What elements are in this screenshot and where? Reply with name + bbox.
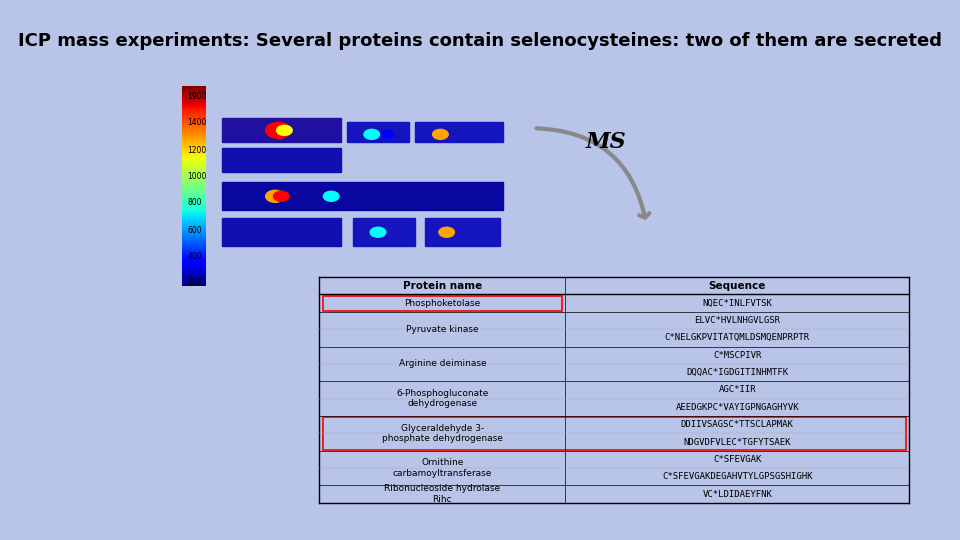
Circle shape <box>433 130 448 139</box>
Text: Sequence: Sequence <box>708 281 766 291</box>
Bar <box>416 123 503 143</box>
Text: C*SFEVGAKDEGAHVTYLGPSGSHIGHK: C*SFEVGAKDEGAHVTYLGPSGSHIGHK <box>662 472 812 481</box>
Text: 600: 600 <box>187 226 202 235</box>
Text: MS: MS <box>586 131 627 153</box>
Bar <box>222 148 341 172</box>
Text: C*SFEVGAK: C*SFEVGAK <box>713 455 761 464</box>
Text: Ornithine
carbamoyltransferase: Ornithine carbamoyltransferase <box>393 458 492 478</box>
Text: C*MSCPIVR: C*MSCPIVR <box>713 351 761 360</box>
Text: 800: 800 <box>187 198 202 207</box>
Text: VC*LDIDAEYFNK: VC*LDIDAEYFNK <box>703 490 772 498</box>
Text: C*NELGKPVITATQMLDSMQENPRPTR: C*NELGKPVITATQMLDSMQENPRPTR <box>664 333 810 342</box>
Text: NDGVDFVLEC*TGFYTSAEK: NDGVDFVLEC*TGFYTSAEK <box>684 437 791 447</box>
Circle shape <box>439 227 454 237</box>
Bar <box>222 183 503 210</box>
Text: DDIIVSAGSC*TTSCLAPMAK: DDIIVSAGSC*TTSCLAPMAK <box>681 420 794 429</box>
Text: Phosphoketolase: Phosphoketolase <box>404 299 481 308</box>
Circle shape <box>266 123 291 138</box>
Circle shape <box>364 130 379 139</box>
Circle shape <box>381 130 394 138</box>
Circle shape <box>276 125 292 136</box>
Text: 400: 400 <box>187 252 202 261</box>
Text: AEEDGKPC*VAYIGPNGAGHYVK: AEEDGKPC*VAYIGPNGAGHYVK <box>676 403 799 412</box>
Text: 1400: 1400 <box>187 118 206 127</box>
Text: 1000: 1000 <box>187 172 206 181</box>
Text: ELVC*HVLNHGVLGSR: ELVC*HVLNHGVLGSR <box>694 316 780 325</box>
Circle shape <box>324 191 339 201</box>
Bar <box>425 218 500 246</box>
Text: ICP mass experiments: Several proteins contain selenocysteines: two of them are : ICP mass experiments: Several proteins c… <box>18 31 942 50</box>
Text: Ribonucleoside hydrolase
Rihc: Ribonucleoside hydrolase Rihc <box>384 484 500 504</box>
Text: Pyruvate kinase: Pyruvate kinase <box>406 325 479 334</box>
Circle shape <box>266 190 284 202</box>
FancyArrowPatch shape <box>537 129 649 218</box>
Text: DQQAC*IGDGITINHMTFK: DQQAC*IGDGITINHMTFK <box>686 368 788 377</box>
Text: 1900: 1900 <box>187 92 206 101</box>
Text: AGC*IIR: AGC*IIR <box>718 386 756 395</box>
Bar <box>222 218 341 246</box>
Text: 6-Phosphogluconate
dehydrogenase: 6-Phosphogluconate dehydrogenase <box>396 389 489 408</box>
Circle shape <box>274 191 289 201</box>
Text: NQEC*INLFVTSK: NQEC*INLFVTSK <box>703 299 772 308</box>
Bar <box>347 123 409 143</box>
Text: 200: 200 <box>187 278 202 287</box>
Bar <box>353 218 416 246</box>
Text: Glyceraldehyde 3-
phosphate dehydrogenase: Glyceraldehyde 3- phosphate dehydrogenas… <box>382 424 503 443</box>
Circle shape <box>371 227 386 237</box>
Text: Protein name: Protein name <box>403 281 482 291</box>
Text: Arginine deiminase: Arginine deiminase <box>398 360 486 368</box>
Bar <box>222 118 341 143</box>
Text: 1200: 1200 <box>187 146 206 155</box>
